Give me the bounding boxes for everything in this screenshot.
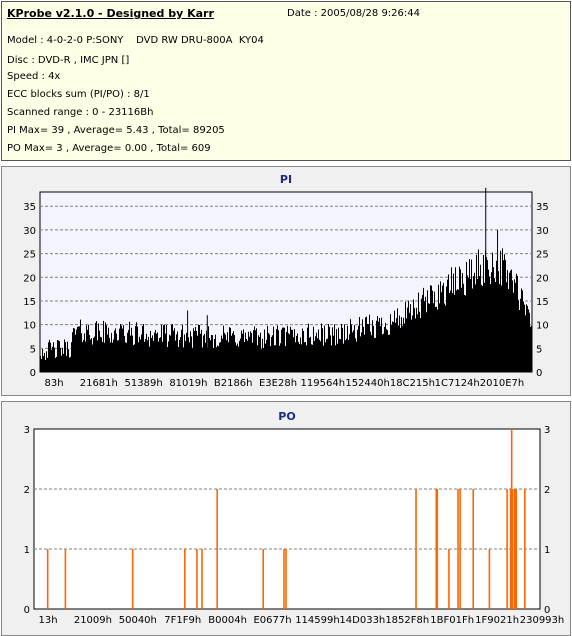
x-tick-label: 1C7124h bbox=[435, 378, 480, 389]
x-tick-label: 21009h bbox=[74, 615, 112, 626]
x-tick-label: 1F9021h bbox=[475, 615, 519, 626]
y-tick-label-right: 25 bbox=[536, 250, 549, 261]
x-tick-label: 18C215h bbox=[390, 378, 435, 389]
x-tick-label: 2010E7h bbox=[480, 378, 524, 389]
pi-chart-panel: PI 0 0 5 5 10 10 15 15 20 20 25 25 30 30 35 35 83h 21681h 5… bbox=[1, 166, 571, 396]
y-tick-label-right: 1 bbox=[544, 545, 550, 556]
x-tick-label: 50040h bbox=[119, 615, 157, 626]
x-tick-label: 13h bbox=[38, 615, 57, 626]
y-tick-label-left: 2 bbox=[24, 485, 30, 496]
x-tick-label: B2186h bbox=[214, 378, 253, 389]
ecc-line: ECC blocks sum (PI/PO) : 8/1 bbox=[7, 89, 150, 100]
pi-stats-line: PI Max= 39 , Average= 5.43 , Total= 8920… bbox=[7, 125, 225, 136]
x-tick-label: B0004h bbox=[208, 615, 247, 626]
x-tick-label: 83h bbox=[44, 378, 63, 389]
po-stats-line: PO Max= 3 , Average= 0.00 , Total= 609 bbox=[7, 143, 211, 154]
x-tick-label: E0677h bbox=[253, 615, 291, 626]
y-tick-label-left: 0 bbox=[30, 368, 36, 379]
chart-title: PI bbox=[280, 173, 292, 186]
y-tick-label-right: 30 bbox=[536, 226, 549, 237]
model-line: Model : 4-0-2-0 P:SONY DVD RW DRU-800A K… bbox=[7, 35, 264, 46]
app-title: KProbe v2.1.0 - Designed by Karr bbox=[7, 7, 214, 20]
y-tick-label-left: 1 bbox=[24, 545, 30, 556]
po-chart: PO 0 0 1 1 2 2 3 3 13h 21009h 50040h 7F1F9h B0004h E06… bbox=[24, 410, 565, 626]
pi-chart: PI 0 0 5 5 10 10 15 15 20 20 25 25 30 30 35 35 83h 21681h 5… bbox=[23, 173, 549, 389]
y-tick-label-left: 35 bbox=[23, 202, 36, 213]
y-tick-label-left: 20 bbox=[23, 273, 36, 284]
x-tick-label: E3E28h bbox=[259, 378, 297, 389]
disc-line: Disc : DVD-R , IMC JPN [] bbox=[7, 55, 130, 66]
y-tick-label-left: 5 bbox=[30, 344, 36, 355]
x-tick-label: 152440h bbox=[345, 378, 390, 389]
x-tick-label: 230993h bbox=[520, 615, 565, 626]
x-tick-label: 14D033h bbox=[339, 615, 385, 626]
x-tick-label: 21681h bbox=[80, 378, 118, 389]
y-tick-label-right: 0 bbox=[536, 368, 542, 379]
y-tick-label-left: 3 bbox=[24, 425, 30, 436]
info-panel: KProbe v2.1.0 - Designed by Karr Date : … bbox=[1, 1, 571, 161]
y-tick-label-right: 15 bbox=[536, 297, 549, 308]
y-tick-label-left: 25 bbox=[23, 250, 36, 261]
y-tick-label-left: 10 bbox=[23, 321, 36, 332]
x-tick-label: 114599h bbox=[295, 615, 340, 626]
plot-area bbox=[33, 428, 541, 610]
y-tick-label-right: 20 bbox=[536, 273, 549, 284]
y-tick-label-right: 0 bbox=[544, 605, 550, 616]
x-tick-label: 119564h bbox=[301, 378, 346, 389]
range-line: Scanned range : 0 - 23116Bh bbox=[7, 107, 154, 118]
chart-title: PO bbox=[278, 410, 295, 423]
bar-series bbox=[46, 429, 526, 609]
x-tick-label: 51389h bbox=[125, 378, 163, 389]
po-chart-panel: PO 0 0 1 1 2 2 3 3 13h 21009h 50040h 7F1F9h B0004h E06… bbox=[1, 401, 571, 636]
x-tick-label: 1BF01Fh bbox=[430, 615, 474, 626]
bar-series bbox=[40, 187, 532, 372]
y-tick-label-right: 35 bbox=[536, 202, 549, 213]
x-tick-label: 7F1F9h bbox=[164, 615, 201, 626]
scan-date: Date : 2005/08/28 9:26:44 bbox=[287, 8, 420, 19]
y-tick-label-right: 10 bbox=[536, 321, 549, 332]
y-tick-label-left: 15 bbox=[23, 297, 36, 308]
x-tick-label: 81019h bbox=[169, 378, 207, 389]
x-tick-label: 1852F8h bbox=[385, 615, 429, 626]
y-tick-label-left: 30 bbox=[23, 226, 36, 237]
speed-line: Speed : 4x bbox=[7, 71, 61, 82]
y-tick-label-right: 3 bbox=[544, 425, 550, 436]
y-tick-label-right: 5 bbox=[536, 344, 542, 355]
y-tick-label-left: 0 bbox=[24, 605, 30, 616]
y-tick-label-right: 2 bbox=[544, 485, 550, 496]
